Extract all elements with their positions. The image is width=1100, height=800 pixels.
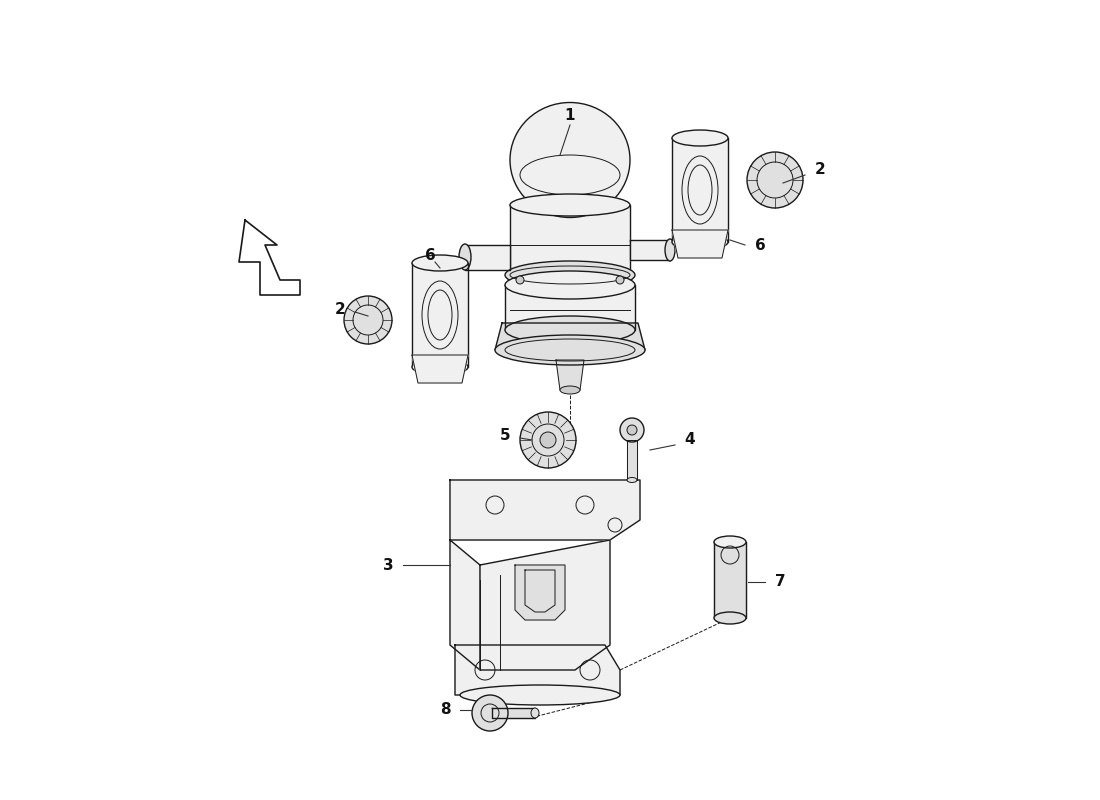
Text: 6: 6 [425, 247, 436, 262]
Polygon shape [556, 360, 584, 390]
Circle shape [540, 432, 556, 448]
Polygon shape [505, 285, 635, 330]
Circle shape [620, 418, 644, 442]
Circle shape [747, 152, 803, 208]
Ellipse shape [505, 271, 635, 299]
Ellipse shape [672, 130, 728, 146]
Polygon shape [714, 542, 746, 618]
Ellipse shape [560, 386, 580, 394]
Polygon shape [672, 138, 728, 242]
Ellipse shape [505, 316, 635, 344]
Polygon shape [630, 240, 670, 260]
Text: 7: 7 [774, 574, 785, 590]
Text: 1: 1 [564, 107, 575, 122]
Text: 4: 4 [684, 433, 695, 447]
Polygon shape [450, 540, 480, 670]
Ellipse shape [666, 239, 675, 261]
Ellipse shape [412, 255, 468, 271]
Ellipse shape [412, 359, 468, 375]
Text: 8: 8 [440, 702, 450, 718]
Circle shape [472, 695, 508, 731]
Ellipse shape [714, 612, 746, 624]
Text: 3: 3 [383, 558, 394, 573]
Text: 6: 6 [755, 238, 766, 253]
Polygon shape [515, 565, 565, 620]
Polygon shape [627, 440, 637, 480]
Polygon shape [455, 645, 620, 695]
Ellipse shape [672, 234, 728, 250]
Circle shape [516, 276, 524, 284]
Ellipse shape [460, 685, 620, 705]
Polygon shape [412, 263, 468, 367]
Polygon shape [495, 323, 645, 350]
Circle shape [520, 412, 576, 468]
Ellipse shape [510, 194, 630, 216]
Text: 2: 2 [815, 162, 825, 178]
Polygon shape [672, 230, 728, 258]
Polygon shape [239, 220, 300, 295]
Circle shape [616, 276, 624, 284]
Polygon shape [450, 480, 640, 540]
Ellipse shape [505, 261, 635, 289]
Polygon shape [465, 245, 510, 270]
Text: 5: 5 [499, 427, 510, 442]
Text: 2: 2 [334, 302, 345, 318]
Polygon shape [412, 355, 468, 383]
Ellipse shape [627, 478, 637, 482]
Circle shape [627, 425, 637, 435]
Circle shape [344, 296, 392, 344]
Ellipse shape [459, 244, 471, 270]
Polygon shape [510, 205, 630, 310]
Ellipse shape [531, 708, 539, 718]
Ellipse shape [714, 536, 746, 548]
Polygon shape [480, 540, 611, 670]
Polygon shape [492, 708, 535, 718]
Ellipse shape [510, 102, 630, 218]
Ellipse shape [495, 335, 645, 365]
